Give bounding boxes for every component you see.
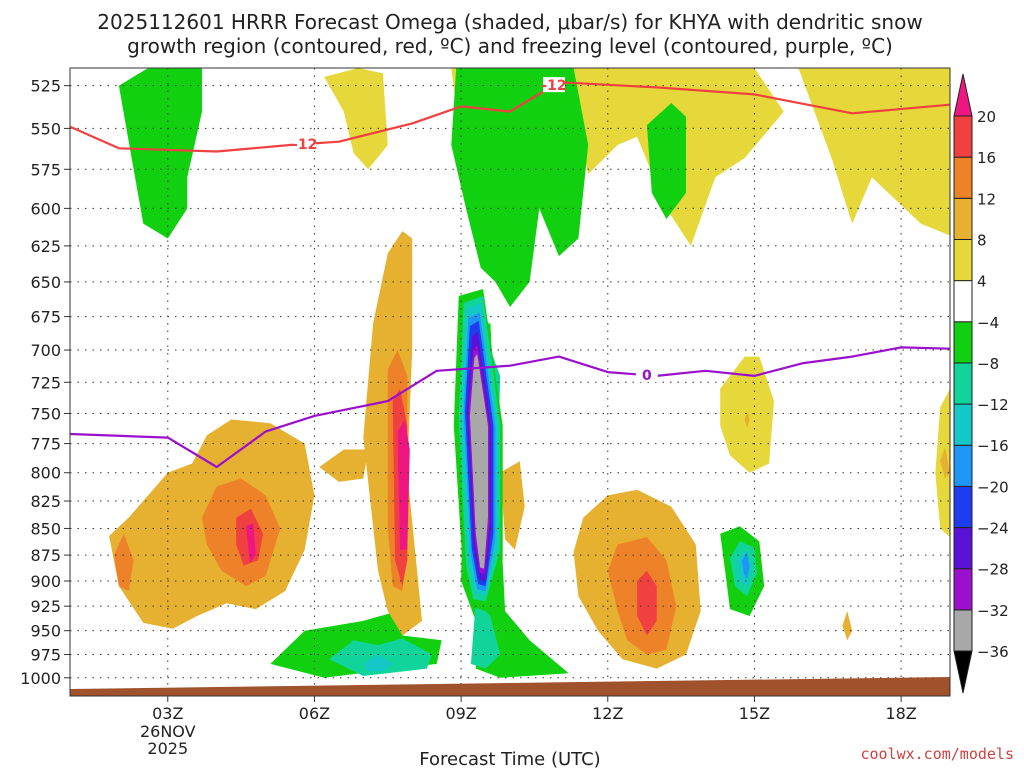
colorbar-legend: 20 16 12 8 4 −4 −8 −12 −16 −20 −24 −28 −32 −36 — [953, 73, 1009, 694]
colorbar-box-8 — [953, 197, 973, 240]
colorbar-label-1: 16 — [977, 149, 996, 167]
contour-label-bg-1-0 — [635, 367, 658, 383]
omega-region-21 — [319, 449, 369, 482]
colorbar-label-2: 12 — [977, 190, 996, 208]
colorbar-label-5: −4 — [977, 314, 999, 332]
omega-region-35 — [246, 523, 256, 563]
y-tick-label-625: 625 — [30, 237, 61, 256]
colorbar-box--4 — [953, 280, 973, 323]
colorbar-label-11: −28 — [977, 561, 1009, 579]
y-tick-label-725: 725 — [30, 373, 61, 392]
colorbar-box--28 — [953, 527, 973, 570]
temperature-contours: -12 -12 0 — [70, 77, 950, 469]
y-tick-label-575: 575 — [30, 160, 61, 179]
colorbar-label-3: 8 — [977, 231, 987, 249]
colorbar-arrow-bottom — [953, 650, 973, 694]
omega-region-27 — [744, 411, 750, 428]
y-tick-label-875: 875 — [30, 546, 61, 565]
colorbar-label-8: −16 — [977, 437, 1009, 455]
omega-region-28 — [114, 533, 134, 592]
x-axis-label: Forecast Time (UTC) — [419, 749, 600, 768]
x-tick-sublabel-03Z-1: 2025 — [147, 739, 188, 758]
y-tick-label-550: 550 — [30, 119, 61, 138]
contour-label-bg-0-0 — [293, 135, 316, 151]
x-tick-sublabel-03Z-0: 26NOV — [140, 722, 196, 741]
omega-region-17 — [363, 654, 393, 672]
y-tick-label-925: 925 — [30, 597, 61, 616]
omega-shading — [74, 68, 950, 695]
colorbar-label-6: −8 — [977, 355, 999, 373]
omega-region-9 — [646, 103, 686, 219]
y-tick-label-975: 975 — [30, 646, 61, 665]
colorbar-box-4 — [953, 238, 973, 282]
omega-region-7 — [118, 68, 202, 239]
omega-region-26 — [940, 447, 950, 479]
colorbar-label-10: −24 — [977, 520, 1009, 538]
y-tick-label-650: 650 — [30, 273, 61, 292]
x-tick-label-12Z: 12Z — [592, 704, 623, 723]
omega-region-1 — [324, 68, 388, 170]
omega-region-15 — [470, 601, 501, 669]
x-tick-label-06Z: 06Z — [299, 704, 330, 723]
y-tick-label-825: 825 — [30, 492, 61, 511]
y-tick-label-775: 775 — [30, 435, 61, 454]
omega-region-23 — [500, 461, 525, 550]
y-tick-label-850: 850 — [30, 519, 61, 538]
y-tick-label-1000: 1000 — [20, 669, 61, 688]
colorbar-label-13: −36 — [977, 643, 1009, 661]
y-tick-label-750: 750 — [30, 404, 61, 423]
colorbar-box--20 — [953, 444, 973, 487]
contour-label-1-0: 0 — [642, 368, 652, 384]
colorbar-box--24 — [953, 485, 973, 529]
colorbar-box--8 — [953, 321, 973, 364]
omega-region-34 — [637, 570, 657, 636]
chart-title-line-1: 2025112601 HRRR Forecast Omega (shaded, … — [97, 10, 922, 34]
x-tick-label-09Z: 09Z — [445, 704, 476, 723]
colorbar-label-9: −20 — [977, 478, 1009, 496]
omega-region-25 — [842, 611, 853, 641]
colorbar-label-4: 4 — [977, 273, 987, 291]
colorbar-box-16 — [953, 115, 973, 158]
omega-region-36 — [397, 419, 410, 550]
y-tick-label-800: 800 — [30, 464, 61, 483]
contour-label-0-1: -12 — [541, 78, 566, 94]
colorbar-label-12: −32 — [977, 602, 1009, 620]
omega-region-44 — [469, 354, 488, 569]
y-tick-label-525: 525 — [30, 77, 61, 96]
colorbar-box--12 — [953, 362, 973, 405]
colorbar-arrow-top — [953, 73, 973, 117]
y-axis: 525 550 575 600 625 650 675 700 725 750 775 800 825 8… — [20, 77, 70, 688]
contour-label-0-0: -12 — [292, 137, 317, 153]
colorbar-box--16 — [953, 403, 973, 446]
y-tick-label-600: 600 — [30, 199, 61, 218]
colorbar-box--36 — [953, 609, 973, 652]
x-tick-label-15Z: 15Z — [739, 704, 770, 723]
y-tick-label-675: 675 — [30, 308, 61, 327]
contour-line-0 — [70, 81, 950, 153]
colorbar-label-0: 20 — [977, 108, 996, 126]
y-tick-label-950: 950 — [30, 622, 61, 641]
colorbar-label-7: −12 — [977, 396, 1009, 414]
x-tick-label-18Z: 18Z — [885, 704, 916, 723]
omega-region-19 — [742, 551, 750, 579]
colorbar-box--32 — [953, 568, 973, 611]
credit-text[interactable]: coolwx.com/models — [860, 745, 1014, 763]
contour-label-bg-0-1 — [543, 77, 565, 93]
omega-region-8 — [451, 68, 589, 307]
contour-line-1 — [70, 346, 950, 469]
chart-title: 2025112601 HRRR Forecast Omega (shaded, … — [97, 10, 922, 58]
plot-area: -12 -12 0 — [70, 68, 950, 696]
colorbar-box-12 — [953, 156, 973, 199]
x-tick-label-03Z: 03Z — [152, 704, 183, 723]
chart-title-line-2: growth region (contoured, red, ºC) and f… — [127, 34, 893, 58]
terrain-surface — [70, 677, 950, 696]
y-tick-label-900: 900 — [30, 572, 61, 591]
y-tick-label-700: 700 — [30, 341, 61, 360]
